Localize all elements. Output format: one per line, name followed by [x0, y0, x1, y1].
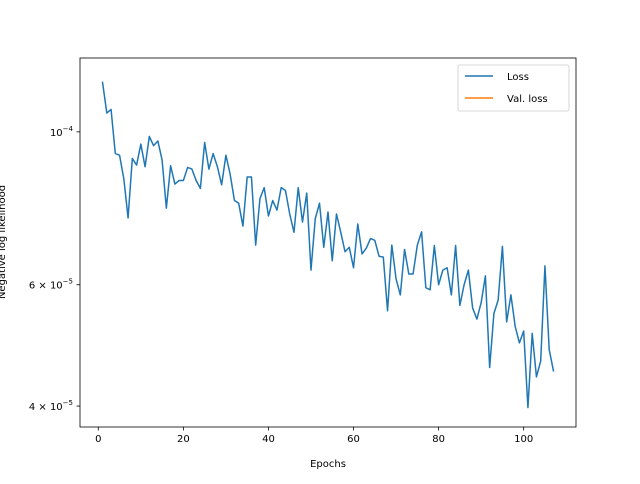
plot-area — [80, 58, 576, 427]
series-layer — [101, 81, 555, 409]
legend-label-loss: Loss — [507, 72, 529, 83]
x-axis-ticks: 0 20 40 60 80 100 — [95, 427, 533, 445]
legend-label-val-loss: Val. loss — [507, 94, 548, 105]
x-tick-label: 0 — [95, 434, 101, 445]
x-tick-label: 40 — [262, 434, 275, 445]
x-axis-label: Epochs — [310, 459, 346, 470]
x-tick-label: 60 — [347, 434, 360, 445]
y-tick-label: 4 × 10−5 — [29, 399, 73, 413]
x-tick-label: 20 — [177, 434, 190, 445]
y-tick-label: 10−4 — [50, 125, 74, 139]
y-axis-label: Negative log likelihood — [0, 185, 8, 299]
y-tick-label: 6 × 10−5 — [29, 278, 73, 292]
x-tick-label: 80 — [432, 434, 445, 445]
y-axis-ticks: 4 × 10−5 6 × 10−5 10−4 — [29, 125, 80, 413]
x-tick-label: 100 — [514, 434, 533, 445]
series-line-loss — [101, 81, 555, 409]
axes-frame — [79, 57, 577, 428]
legend: Loss Val. loss — [457, 64, 570, 112]
